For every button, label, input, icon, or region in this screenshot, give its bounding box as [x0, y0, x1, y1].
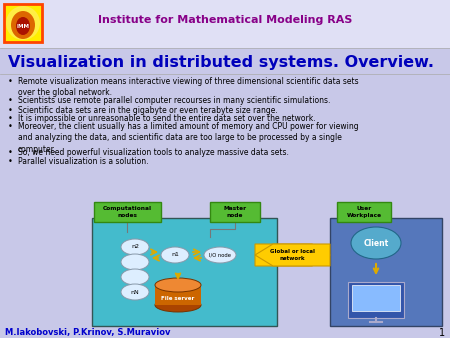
Text: I/O node: I/O node — [209, 252, 231, 258]
Text: Scientists use remote parallel computer recourses in many scientific simulations: Scientists use remote parallel computer … — [18, 96, 330, 105]
FancyBboxPatch shape — [0, 0, 450, 48]
Ellipse shape — [351, 227, 401, 259]
Ellipse shape — [121, 254, 149, 270]
FancyBboxPatch shape — [4, 4, 42, 42]
Text: IMM: IMM — [17, 24, 30, 28]
FancyBboxPatch shape — [92, 218, 277, 326]
FancyBboxPatch shape — [330, 218, 442, 326]
Text: File server: File server — [162, 296, 194, 301]
FancyBboxPatch shape — [352, 285, 400, 311]
Text: Scientific data sets are in the gigabyte or even terabyte size range.: Scientific data sets are in the gigabyte… — [18, 106, 278, 115]
Text: It is impossible or unreasonable to send the entire data set over the network.: It is impossible or unreasonable to send… — [18, 114, 315, 123]
Text: •: • — [8, 77, 13, 86]
Text: •: • — [8, 122, 13, 131]
Ellipse shape — [161, 247, 189, 263]
Text: •: • — [8, 114, 13, 123]
Ellipse shape — [155, 278, 201, 292]
FancyArrow shape — [255, 244, 330, 266]
Text: Moreover, the client usually has a limited amount of memory and CPU power for vi: Moreover, the client usually has a limit… — [18, 122, 359, 154]
Text: n1: n1 — [171, 252, 179, 258]
Text: Master
node: Master node — [224, 207, 247, 218]
Text: Remote visualization means interactive viewing of three dimensional scientific d: Remote visualization means interactive v… — [18, 77, 359, 97]
Text: M.Iakobovski, P.Krinov, S.Muraviov: M.Iakobovski, P.Krinov, S.Muraviov — [5, 329, 171, 338]
Text: Computational
nodes: Computational nodes — [103, 207, 152, 218]
Ellipse shape — [121, 269, 149, 285]
Text: Global or local
network: Global or local network — [270, 249, 315, 261]
Ellipse shape — [11, 11, 35, 39]
Text: •: • — [8, 148, 13, 157]
Ellipse shape — [16, 17, 30, 35]
Text: n2: n2 — [131, 244, 139, 249]
Ellipse shape — [204, 247, 236, 263]
FancyBboxPatch shape — [94, 202, 161, 222]
Text: Institute for Mathematical Modeling RAS: Institute for Mathematical Modeling RAS — [98, 15, 352, 25]
Text: 1: 1 — [439, 328, 445, 338]
FancyBboxPatch shape — [348, 282, 404, 318]
Text: •: • — [8, 157, 13, 166]
Text: Visualization in distributed systems. Overview.: Visualization in distributed systems. Ov… — [8, 54, 434, 70]
FancyArrow shape — [255, 244, 330, 266]
Ellipse shape — [6, 6, 40, 40]
Ellipse shape — [121, 284, 149, 300]
Bar — [155, 285, 201, 305]
Text: So, we need powerful visualization tools to analyze massive data sets.: So, we need powerful visualization tools… — [18, 148, 289, 157]
FancyBboxPatch shape — [210, 202, 260, 222]
Text: •: • — [8, 106, 13, 115]
Ellipse shape — [155, 298, 201, 312]
Text: User
Workplace: User Workplace — [346, 207, 382, 218]
Text: nN: nN — [130, 290, 140, 294]
Text: •: • — [8, 96, 13, 105]
FancyBboxPatch shape — [337, 202, 391, 222]
Ellipse shape — [121, 239, 149, 255]
Text: Client: Client — [364, 239, 389, 247]
Text: Parallel visualization is a solution.: Parallel visualization is a solution. — [18, 157, 149, 166]
